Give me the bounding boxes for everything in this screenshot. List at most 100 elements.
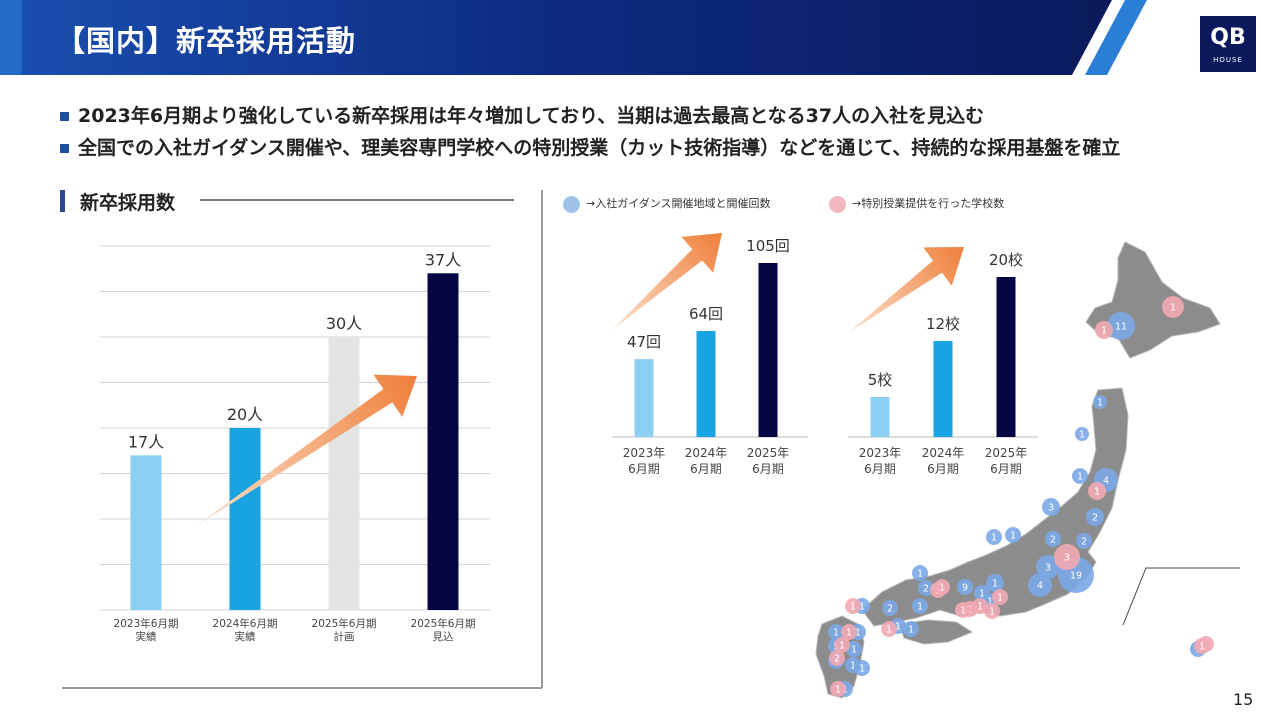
svg-text:1: 1: [979, 589, 985, 600]
svg-text:1: 1: [991, 533, 997, 544]
map-marker-guidance: 1: [1093, 395, 1107, 409]
bar: [696, 330, 716, 437]
map-marker-school: 1: [955, 602, 971, 618]
legend-schools: →特別授業提供を行った学校数: [829, 195, 1004, 213]
svg-text:1: 1: [1097, 398, 1103, 409]
svg-text:1: 1: [846, 628, 852, 639]
svg-text:2: 2: [1081, 537, 1087, 548]
map-marker-guidance: 2: [1045, 531, 1061, 547]
svg-text:1: 1: [960, 606, 966, 617]
value-label: 64回: [689, 305, 723, 323]
tick-label: 6月期: [864, 462, 896, 476]
map-marker-guidance: 3: [1042, 498, 1060, 516]
bar: [328, 337, 360, 610]
map-marker-school: 3: [1054, 544, 1080, 570]
svg-text:11: 11: [1115, 322, 1127, 333]
svg-text:1: 1: [908, 625, 914, 636]
svg-text:2: 2: [1050, 535, 1056, 546]
qb-house-logo: QB HOUSE: [1200, 16, 1256, 72]
svg-text:1: 1: [977, 602, 983, 613]
svg-text:3: 3: [1048, 503, 1054, 514]
logo-main: QB: [1210, 25, 1246, 50]
map-marker-guidance: 9: [957, 579, 973, 595]
svg-text:1: 1: [917, 602, 923, 613]
bullet-square-icon: [60, 144, 69, 153]
tick-label: 計画: [334, 630, 355, 643]
svg-text:1: 1: [989, 607, 995, 618]
hokkaido-shape: [1085, 241, 1221, 359]
value-label: 5校: [868, 371, 893, 389]
tick-label: 2025年: [985, 446, 1028, 460]
map-marker-guidance: 1: [1072, 468, 1088, 484]
map-marker-school: 1: [845, 598, 861, 614]
legend-blue-dot-icon: [563, 195, 580, 213]
map-marker-guidance: 1: [986, 574, 1004, 592]
svg-text:1: 1: [1199, 642, 1205, 653]
map-marker-guidance: 1: [903, 621, 919, 637]
map-markers: 1111143222319411129111121111111113111113…: [828, 296, 1214, 697]
tick-label: 2024年: [685, 446, 728, 460]
map-marker-school: 1: [841, 624, 857, 640]
tick-label: 実績: [235, 630, 256, 643]
svg-text:1: 1: [855, 628, 861, 639]
value-label: 30人: [326, 314, 362, 333]
tick-label: 2025年6月期: [312, 617, 377, 630]
svg-text:1: 1: [895, 622, 901, 633]
map-marker-guidance: 1: [828, 624, 844, 640]
map-marker-school: 1: [934, 579, 950, 595]
horizontal-divider: [62, 687, 542, 689]
section-title: 新卒採用数: [80, 192, 176, 214]
map-marker-guidance: 11: [1107, 312, 1135, 340]
map-marker-guidance: 3: [1036, 555, 1060, 579]
bar: [870, 397, 890, 437]
value-label: 105回: [746, 237, 790, 255]
svg-text:1: 1: [1094, 487, 1100, 498]
logo-sub: HOUSE: [1213, 56, 1243, 64]
bar: [996, 277, 1016, 437]
legend-schools-label: →特別授業提供を行った学校数: [852, 197, 1005, 210]
tick-label: 6月期: [927, 462, 959, 476]
tick-label: 2023年: [859, 446, 902, 460]
trend-arrow: [848, 247, 964, 333]
page-number: 15: [1233, 690, 1254, 709]
svg-text:1: 1: [859, 602, 865, 613]
svg-text:1: 1: [1077, 472, 1083, 483]
svg-text:1: 1: [917, 569, 923, 580]
map-marker-school: 1: [984, 603, 1000, 619]
value-label: 12校: [926, 315, 960, 333]
tick-label: 2024年6月期: [213, 617, 278, 630]
svg-text:1: 1: [939, 583, 945, 594]
svg-text:19: 19: [1070, 571, 1082, 582]
bar: [427, 273, 459, 610]
map-marker-guidance: 2: [1076, 533, 1092, 549]
svg-text:2: 2: [834, 654, 840, 665]
svg-text:1: 1: [1101, 326, 1107, 337]
bullet-text: 2023年6月期より強化している新卒採用は年々増加しており、当期は過去最高となる…: [78, 105, 985, 127]
trend-arrow: [612, 233, 722, 330]
japan-map: 1111143222319411129111121111111113111113…: [815, 241, 1240, 699]
map-marker-school: 1: [1194, 638, 1210, 654]
vertical-divider: [541, 190, 543, 688]
svg-text:4: 4: [1037, 581, 1043, 592]
bar: [634, 359, 654, 437]
map-marker-school: 1: [1095, 321, 1113, 339]
bar: [229, 428, 261, 610]
svg-text:1: 1: [851, 645, 857, 656]
map-marker-school: 1: [1162, 296, 1184, 318]
map-marker-school: 1: [834, 637, 850, 653]
bar: [933, 341, 953, 437]
svg-text:1: 1: [1010, 531, 1016, 542]
map-marker-guidance: 1: [854, 660, 870, 676]
map-marker-school: 1: [881, 621, 897, 637]
summary-bullets: 2023年6月期より強化している新卒採用は年々増加しており、当期は過去最高となる…: [60, 100, 1120, 164]
svg-text:1: 1: [850, 602, 856, 613]
tick-label: 2023年: [623, 446, 666, 460]
tick-label: 6月期: [628, 462, 660, 476]
svg-text:1: 1: [992, 579, 998, 590]
svg-text:1: 1: [833, 628, 839, 639]
svg-text:1: 1: [835, 685, 841, 696]
tick-label: 2023年6月期: [114, 617, 179, 630]
guidance-bar-chart: 47回 2023年 6月期 64回 2024年 6月期 105回 2025年 6月期: [612, 233, 808, 476]
svg-text:9: 9: [962, 583, 968, 594]
bullet-item: 2023年6月期より強化している新卒採用は年々増加しており、当期は過去最高となる…: [60, 100, 1120, 132]
